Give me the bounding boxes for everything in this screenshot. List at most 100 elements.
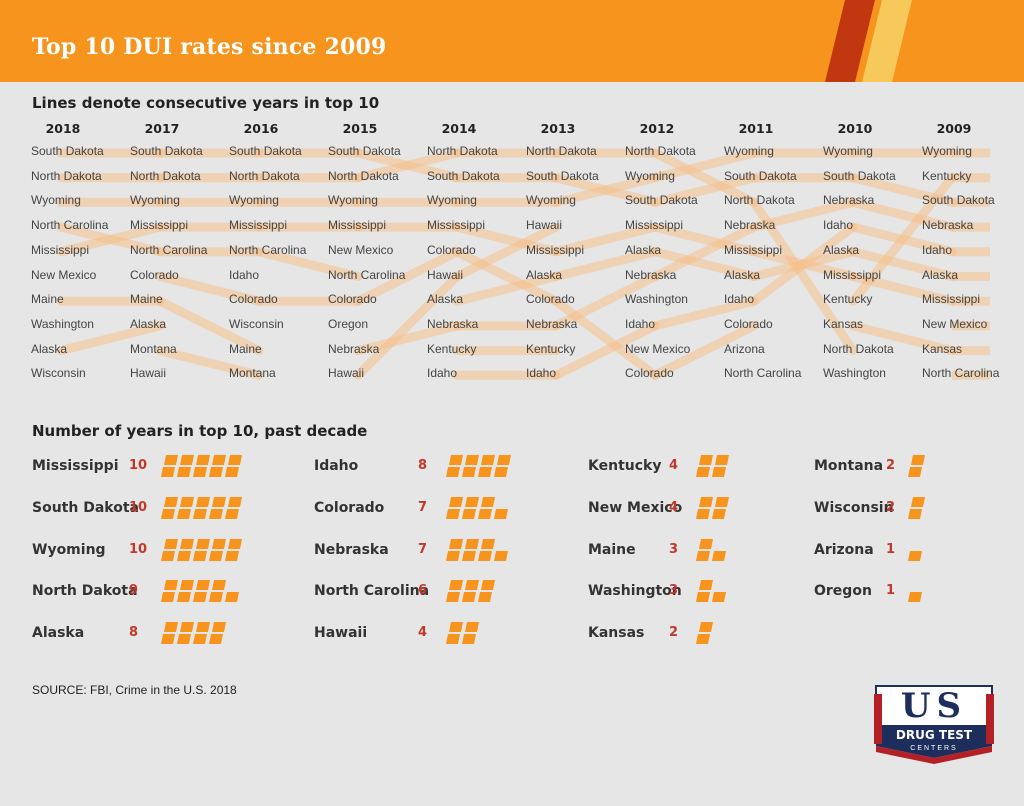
year-block-icon — [494, 509, 508, 519]
year-block-icon — [446, 551, 460, 561]
count-state-name: Wisconsin — [814, 500, 894, 516]
rank-cell: Wyoming — [427, 193, 477, 208]
count-icons — [446, 455, 511, 477]
year-block-icon — [209, 592, 223, 602]
rank-cell: South Dakota — [922, 193, 995, 208]
rank-cell: Mississippi — [823, 267, 882, 282]
year-block-icon — [696, 509, 710, 519]
year-block-icon — [177, 467, 191, 477]
page-title: Top 10 DUI rates since 2009 — [32, 34, 387, 60]
year-block-icon — [446, 467, 460, 477]
rank-cell: Wyoming — [625, 168, 675, 183]
count-years-value: 3 — [669, 583, 679, 598]
count-icons — [696, 497, 729, 519]
year-block-icon — [209, 634, 223, 644]
rank-connector-mississippi — [452, 222, 561, 257]
rank-cell: Alaska — [526, 267, 563, 282]
rank-cell: Alaska — [130, 316, 167, 331]
count-icons — [161, 455, 242, 477]
rank-cell: North Dakota — [427, 144, 498, 158]
logo-centers: CENTERS — [910, 745, 958, 752]
year-block-icon — [449, 497, 463, 507]
year-block-icon — [212, 580, 226, 590]
rank-connector-nebraska — [551, 272, 660, 331]
rank-cell: Nebraska — [427, 316, 479, 331]
year-block-icon — [449, 622, 463, 632]
rank-connector-montana — [155, 346, 264, 380]
year-block-icon — [478, 551, 492, 561]
count-years-value: 3 — [669, 542, 679, 557]
year-block-icon — [225, 509, 239, 519]
year-block-icon — [911, 455, 925, 465]
year-block-icon — [462, 634, 476, 644]
rank-cell: Wyoming — [724, 144, 774, 158]
count-icons — [908, 455, 925, 477]
year-block-icon — [228, 539, 242, 549]
rank-connector-alaska — [56, 321, 165, 356]
year-block-icon — [196, 622, 210, 632]
year-block-icon — [164, 622, 178, 632]
year-header-2017: 2017 — [144, 121, 180, 136]
count-icons — [696, 539, 726, 561]
count-years-value: 8 — [129, 625, 139, 640]
year-block-icon — [465, 497, 479, 507]
year-block-icon — [481, 497, 495, 507]
count-years-value: 10 — [129, 542, 148, 557]
rank-connector-nebraska — [749, 197, 858, 232]
year-header-2018: 2018 — [45, 121, 81, 136]
rank-connector-alaska — [551, 247, 660, 281]
rank-connector-colorado — [650, 321, 759, 380]
rank-cell: Montana — [229, 366, 276, 381]
year-block-icon — [196, 497, 210, 507]
year-block-icon — [164, 539, 178, 549]
count-state-name: Maine — [588, 542, 636, 558]
rank-cell: North Carolina — [31, 218, 109, 233]
year-block-icon — [161, 509, 175, 519]
year-block-icon — [908, 509, 922, 519]
count-icons — [161, 622, 226, 644]
red-stripe — [825, 0, 875, 82]
count-state-name: South Dakota — [32, 500, 139, 516]
year-block-icon — [180, 580, 194, 590]
header-banner: Top 10 DUI rates since 2009 — [0, 0, 1024, 82]
rank-cell: North Carolina — [724, 366, 802, 381]
rank-cell: Nebraska — [625, 267, 677, 282]
year-block-icon — [180, 497, 194, 507]
year-block-icon — [446, 592, 460, 602]
count-icons — [446, 580, 495, 602]
rank-cell: Hawaii — [526, 218, 563, 233]
count-state-name: Nebraska — [314, 542, 389, 558]
count-icons — [696, 455, 729, 477]
rank-cell: Alaska — [823, 242, 860, 257]
rank-cell: Montana — [130, 341, 177, 356]
rank-connector-mississippi — [56, 222, 165, 257]
year-block-icon — [196, 455, 210, 465]
year-block-icon — [481, 539, 495, 549]
rank-cell: South Dakota — [229, 144, 302, 158]
year-block-icon — [699, 497, 713, 507]
year-block-icon — [177, 551, 191, 561]
rank-connector-alaska — [452, 272, 561, 306]
rank-cell: Mississippi — [724, 242, 783, 257]
rank-cell: Wyoming — [526, 193, 576, 208]
rank-connector-nebraska — [650, 222, 759, 281]
rank-cell: Washington — [625, 292, 688, 307]
year-block-icon — [225, 551, 239, 561]
count-years-value: 8 — [418, 458, 428, 473]
rank-connector-alaska — [848, 247, 957, 281]
rank-cell: Idaho — [724, 292, 755, 307]
rank-cell: Colorado — [427, 242, 476, 257]
year-block-icon — [712, 467, 726, 477]
year-block-icon — [462, 551, 476, 561]
logo-us: US — [900, 686, 968, 726]
rank-cell: New Mexico — [922, 316, 988, 331]
year-header-2016: 2016 — [243, 121, 279, 136]
rank-cell: South Dakota — [328, 144, 401, 158]
year-block-icon — [196, 539, 210, 549]
rank-cell: Nebraska — [724, 218, 776, 233]
rank-connector-idaho — [749, 222, 858, 306]
rank-cell: North Carolina — [328, 267, 406, 282]
year-block-icon — [177, 634, 191, 644]
year-header-2014: 2014 — [441, 121, 477, 136]
year-block-icon — [478, 592, 492, 602]
